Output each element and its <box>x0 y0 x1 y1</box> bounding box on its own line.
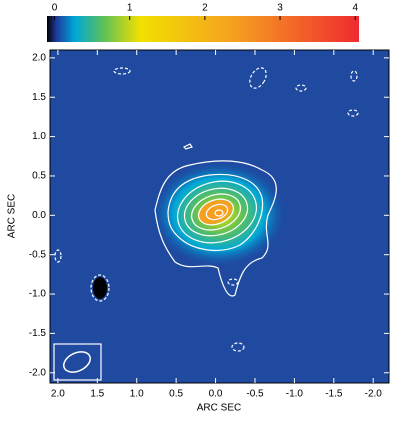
y-tick-label: -0.5 <box>29 249 47 260</box>
y-tick-label: 1.0 <box>32 131 46 142</box>
colorbar-tick-label: 0 <box>52 3 58 14</box>
colorbar-tick-label: 1 <box>127 3 133 14</box>
colorbar-tick-label: 2 <box>202 3 208 14</box>
x-axis-label: ARC SEC <box>197 403 241 414</box>
y-tick-label: -1.0 <box>29 289 47 300</box>
x-tick-label: 1.5 <box>90 389 104 400</box>
y-tick-label: -2.0 <box>29 367 47 378</box>
y-tick-label: -1.5 <box>29 328 47 339</box>
y-axis-label: ARC SEC <box>7 194 18 238</box>
y-tick-label: 1.5 <box>32 92 46 103</box>
x-tick-label: -2.0 <box>365 389 383 400</box>
y-tick-label: 0.5 <box>32 171 46 182</box>
x-tick-label: 2.0 <box>51 389 65 400</box>
x-tick-label: -1.0 <box>286 389 304 400</box>
x-tick-label: 1.0 <box>130 389 144 400</box>
x-tick-label: -0.5 <box>246 389 264 400</box>
x-tick-label: 0.5 <box>169 389 183 400</box>
colorbar-tick-label: 3 <box>277 3 283 14</box>
colorbar <box>47 16 359 42</box>
y-tick-label: 2.0 <box>32 53 46 64</box>
image <box>49 49 390 384</box>
colorbar-tick-label: 4 <box>352 3 358 14</box>
x-tick-label: 0.0 <box>209 389 223 400</box>
y-tick-label: 0.0 <box>32 210 46 221</box>
x-tick-label: -1.5 <box>325 389 343 400</box>
